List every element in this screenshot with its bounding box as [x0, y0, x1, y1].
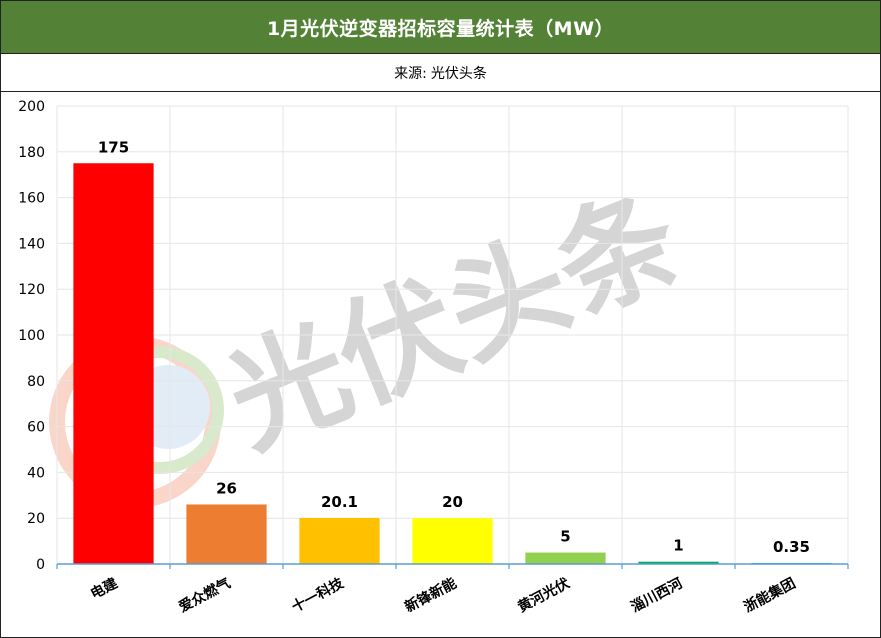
data-label: 20	[442, 493, 463, 511]
x-axis	[56, 563, 849, 569]
bar	[412, 518, 493, 564]
x-axis-labels: 电建 爱众燃气 十一科技 新锋新能 黄河光伏 淄川西河 浙能集团	[88, 574, 799, 616]
bar	[186, 504, 267, 564]
x-category-label: 淄川西河	[628, 575, 685, 616]
y-tick-label: 200	[18, 99, 45, 115]
x-category-label: 黄河光伏	[515, 575, 572, 616]
x-category-label: 十一科技	[289, 574, 347, 616]
y-tick-label: 20	[27, 511, 45, 527]
y-axis-ticks: 0 20 40 60 80 100 120 140 160 180 200	[18, 99, 45, 573]
y-tick-label: 0	[36, 557, 45, 573]
chart-title: 1月光伏逆变器招标容量统计表（MW）	[1, 1, 880, 54]
bar	[73, 163, 154, 564]
y-tick-label: 80	[27, 374, 45, 390]
y-tick-label: 100	[18, 328, 45, 344]
data-label: 5	[560, 528, 570, 546]
x-category-label: 爱众燃气	[176, 575, 233, 616]
data-label: 26	[216, 479, 237, 497]
y-tick-label: 140	[18, 236, 45, 252]
source-value: 光伏头条	[430, 65, 487, 82]
source-line: 来源: 光伏头条	[1, 54, 880, 92]
y-tick-label: 60	[27, 420, 45, 436]
data-labels: 175 26 20.1 20 5 1 0.35	[98, 138, 810, 556]
x-category-label: 电建	[88, 575, 121, 603]
y-tick-label: 160	[18, 191, 45, 207]
data-label: 0.35	[773, 538, 810, 556]
y-tick-label: 120	[18, 282, 45, 298]
source-label: 来源:	[394, 65, 427, 82]
bar	[299, 517, 380, 564]
y-tick-label: 40	[27, 465, 45, 481]
bar	[638, 561, 719, 564]
data-label: 1	[673, 537, 683, 555]
y-tick-label: 180	[18, 145, 45, 161]
data-label: 20.1	[321, 493, 358, 511]
watermark-text: 光伏头条	[209, 168, 698, 473]
x-category-label: 浙能集团	[741, 575, 798, 616]
x-category-label: 新锋新能	[402, 575, 459, 616]
data-label: 175	[98, 138, 129, 156]
bar	[525, 552, 606, 564]
bars	[73, 163, 832, 564]
